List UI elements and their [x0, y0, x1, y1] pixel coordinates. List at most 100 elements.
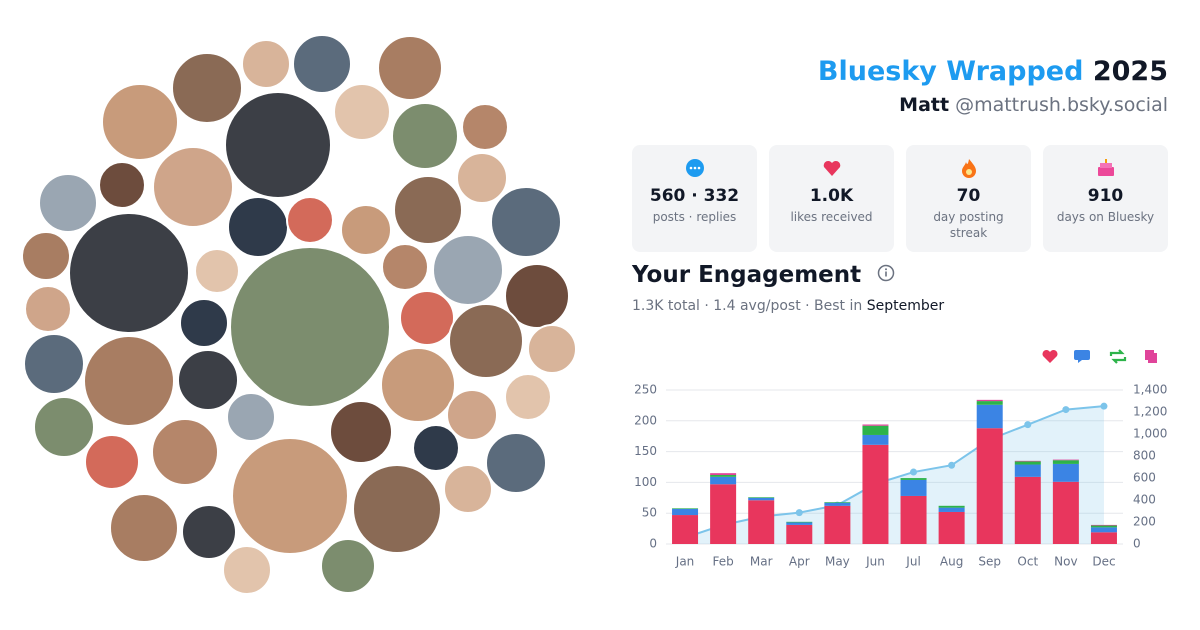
y-tick-label: 200 — [634, 413, 657, 427]
avatar — [241, 39, 291, 89]
avatar — [152, 146, 234, 228]
y2-tick-label: 1,000 — [1133, 427, 1167, 441]
x-tick-label: Mar — [750, 555, 773, 569]
avatar — [352, 464, 442, 554]
stat-card: 560 · 332 posts · replies — [632, 145, 757, 252]
avatar — [194, 248, 240, 294]
y2-tick-label: 400 — [1133, 493, 1156, 507]
x-tick-label: Sep — [978, 555, 1001, 569]
bar-segment — [824, 502, 851, 503]
avatar — [329, 400, 393, 464]
legend-icon — [1145, 350, 1157, 363]
avatar — [23, 333, 85, 395]
avatar-cluster — [21, 34, 577, 595]
avatar — [83, 335, 175, 427]
handle: @mattrush.bsky.social — [955, 94, 1168, 116]
stat-label: posts · replies — [652, 210, 737, 224]
avatar — [227, 196, 289, 258]
bar-segment — [976, 404, 1003, 429]
stat-card: 1.0K likes received — [769, 145, 894, 252]
year: 2025 — [1092, 56, 1168, 87]
bar-segment — [672, 508, 699, 509]
y-tick-label: 100 — [634, 475, 657, 489]
line-point — [1062, 406, 1070, 414]
bar-segment — [710, 475, 737, 477]
y-tick-label: 250 — [634, 383, 657, 397]
line-point — [1024, 421, 1032, 429]
avatar — [432, 234, 504, 306]
avatar — [222, 545, 272, 595]
section-title: Your Engagement — [632, 262, 897, 288]
avatar — [456, 152, 508, 204]
avatar — [443, 464, 493, 514]
bar-segment — [1052, 463, 1079, 482]
line-point — [795, 509, 803, 517]
bar-segment — [1090, 524, 1117, 526]
avatar — [38, 173, 98, 233]
stat-value: 910 — [1087, 186, 1124, 206]
icon — [823, 160, 840, 176]
bar-segment — [862, 425, 889, 435]
avatar — [461, 103, 509, 151]
avatar — [33, 396, 95, 458]
y2-tick-label: 1,200 — [1133, 405, 1167, 419]
x-tick-label: Jan — [675, 555, 695, 569]
y-tick-label: 150 — [634, 444, 657, 458]
bar-segment — [710, 473, 737, 476]
user-name: Matt — [899, 94, 950, 116]
avatar — [229, 246, 391, 408]
info-icon[interactable] — [877, 264, 897, 284]
summary: 1.3K total · 1.4 avg/post · Best in Sept… — [632, 298, 944, 314]
avatar — [381, 243, 429, 291]
brand: Bluesky Wrapped — [817, 56, 1084, 87]
avatar — [181, 504, 237, 560]
bar-segment — [862, 434, 889, 445]
bar-segment — [710, 476, 737, 485]
bar-segment — [786, 524, 813, 544]
stat-label: day posting streak — [933, 210, 1004, 240]
x-tick-label: May — [825, 555, 850, 569]
bar-segment — [1052, 459, 1079, 461]
x-tick-label: Aug — [940, 555, 963, 569]
avatar — [380, 347, 456, 423]
line-point — [948, 461, 956, 469]
avatar — [224, 91, 332, 199]
x-tick-label: Nov — [1054, 555, 1077, 569]
bar-segment — [786, 522, 813, 525]
y-tick-label: 50 — [642, 506, 657, 520]
x-tick-label: Dec — [1092, 555, 1115, 569]
avatar — [286, 196, 334, 244]
bar-segment — [976, 401, 1003, 405]
bar-segment — [748, 497, 775, 498]
avatar — [226, 392, 276, 442]
avatar — [292, 34, 352, 94]
bar-segment — [1014, 464, 1041, 477]
avatar — [504, 373, 552, 421]
stat-card: 70 day posting streak — [906, 145, 1031, 252]
avatar — [490, 186, 562, 258]
avatar — [393, 175, 463, 245]
bar-segment — [862, 444, 889, 544]
x-tick-label: Jul — [905, 555, 920, 569]
bar-segment — [824, 505, 851, 544]
avatar — [21, 231, 71, 281]
x-tick-label: Apr — [789, 555, 810, 569]
avatar — [179, 298, 229, 348]
bar-segment — [900, 478, 927, 480]
y2-tick-label: 0 — [1133, 537, 1141, 551]
stat-value: 1.0K — [809, 186, 854, 206]
icon — [961, 159, 976, 178]
stat-label: days on Bluesky — [1056, 210, 1155, 224]
line-point — [1100, 402, 1108, 410]
avatar — [98, 161, 146, 209]
avatar — [84, 434, 140, 490]
bar-segment — [1052, 460, 1079, 464]
profile: Matt @mattrush.bsky.social — [899, 94, 1168, 116]
avatar — [101, 83, 179, 161]
line-point — [910, 468, 918, 476]
bar-segment — [900, 479, 927, 496]
bar-segment — [1014, 476, 1041, 544]
avatar — [68, 212, 190, 334]
stat-card: 910 days on Bluesky — [1043, 145, 1168, 252]
